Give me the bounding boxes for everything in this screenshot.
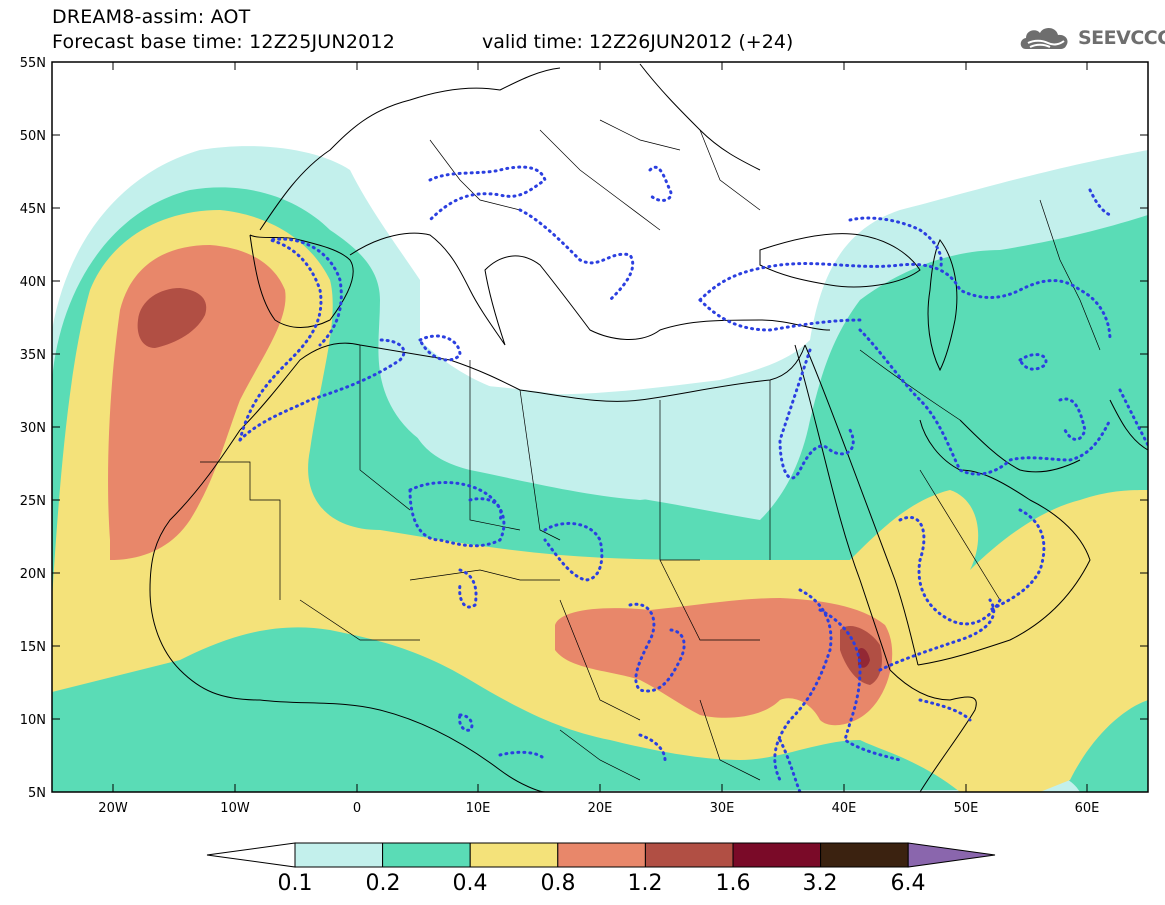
colorbar-label: 6.4 (890, 871, 926, 896)
map-title: DREAM8-assim: AOT (52, 6, 251, 28)
aot-contour-1.6 (858, 648, 870, 668)
logo-text: SEEVCCC (1078, 27, 1165, 49)
colorbar-label: 3.2 (802, 871, 838, 896)
lat-label: 5N (28, 786, 46, 801)
aot-contour-1.2 (137, 288, 207, 348)
lat-label: 45N (20, 202, 46, 217)
lat-label: 10N (20, 713, 46, 728)
colorbar-label: 1.6 (715, 871, 751, 896)
colorbar-label: 0.8 (540, 871, 576, 896)
colorbar-swatch (907, 842, 996, 868)
colorbar-swatch (557, 842, 646, 868)
colorbar-label: 1.2 (627, 871, 663, 896)
lat-label: 30N (20, 421, 46, 436)
aot-contour-0.1-pocket (405, 383, 770, 500)
colorbar-label: 0.4 (452, 871, 488, 896)
colorbar-label: 0.2 (365, 871, 401, 896)
colorbar-label: 0.1 (277, 871, 313, 896)
lon-label: 40E (832, 801, 857, 816)
lat-label: 40N (20, 275, 46, 290)
cloud-logo-icon (1020, 27, 1068, 49)
lat-label: 55N (20, 56, 46, 71)
coastlines (149, 63, 1148, 792)
lon-label: 10E (466, 801, 491, 816)
aot-field (52, 62, 1148, 792)
country-borders (200, 119, 1101, 781)
colorbar-swatch (382, 842, 471, 868)
lon-label: 20W (98, 801, 128, 816)
colorbar-swatch (294, 842, 384, 868)
dotted-contours (238, 165, 1148, 792)
forecast-base-time: Forecast base time: 12Z25JUN2012 (52, 31, 395, 53)
lon-label: 20E (588, 801, 613, 816)
lat-label: 25N (20, 494, 46, 509)
lat-label: 15N (20, 640, 46, 655)
colorbar (206, 842, 996, 868)
colorbar-swatch (644, 842, 734, 868)
colorbar-swatch (206, 842, 296, 868)
colorbar-swatch (732, 842, 822, 868)
lat-label: 50N (20, 129, 46, 144)
lon-label: 60E (1075, 801, 1100, 816)
lat-label: 20N (20, 567, 46, 582)
lat-label: 35N (20, 348, 46, 363)
longitude-labels: 20W 10W 0 10E 20E 30E 40E 50E 60E (98, 801, 1099, 816)
colorbar-swatch (469, 842, 559, 868)
lon-label: 50E (954, 801, 979, 816)
latitude-labels: 55N 50N 45N 40N 35N 30N 25N 20N 15N 10N … (20, 56, 46, 801)
colorbar-swatch (820, 842, 909, 868)
valid-time: valid time: 12Z26JUN2012 (+24) (482, 31, 794, 53)
aot-contour-0.8-central (555, 598, 893, 726)
lon-label: 0 (353, 801, 361, 816)
lon-label: 30E (710, 801, 735, 816)
lon-label: 10W (220, 801, 250, 816)
axis-ticks (52, 61, 1148, 792)
seevccc-logo: SEEVCCC (1018, 20, 1165, 56)
